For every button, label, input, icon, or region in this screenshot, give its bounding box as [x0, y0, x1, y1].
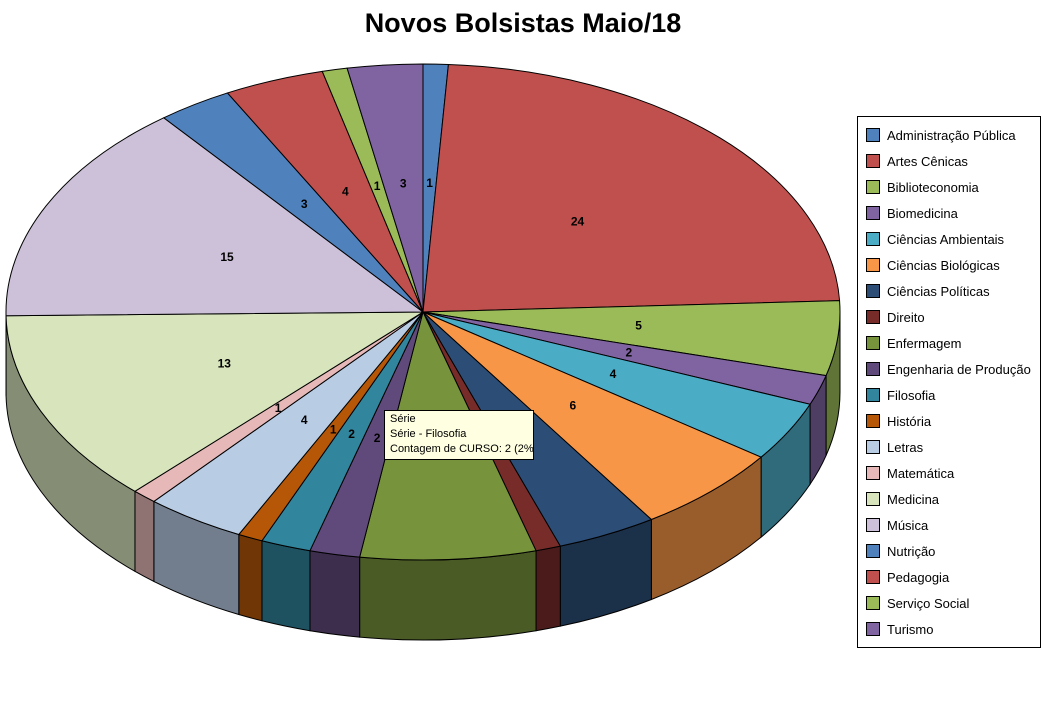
slice-label-musica: 15	[220, 250, 234, 264]
slice-label-ciencias-biologicas: 6	[569, 398, 576, 412]
pie-slice-ciencias-biologicas[interactable]	[422, 311, 763, 521]
slice-label-ciencias-ambientais: 4	[610, 367, 617, 381]
legend-label: História	[887, 413, 932, 429]
legend-item-biblioteconomia[interactable]: Biblioteconomia	[866, 174, 1036, 200]
slice-label-matematica: 1	[275, 401, 282, 415]
pie-slice-artes-cenicas[interactable]	[422, 63, 841, 313]
legend-item-letras[interactable]: Letras	[866, 434, 1036, 460]
legend-label: Biblioteconomia	[887, 179, 979, 195]
legend-swatch-icon	[866, 310, 880, 324]
slice-label-biblioteconomia: 5	[635, 319, 642, 333]
legend-swatch-icon	[866, 284, 880, 298]
legend-label: Direito	[887, 309, 925, 325]
legend-label: Biomedicina	[887, 205, 958, 221]
legend-swatch-icon	[866, 336, 880, 350]
legend: Administração Pública Artes Cênicas Biblio…	[857, 116, 1041, 648]
legend-item-turismo[interactable]: Turismo	[866, 616, 1036, 642]
tooltip: Série Série - Filosofia Contagem de CURS…	[384, 410, 534, 460]
legend-swatch-icon	[866, 622, 880, 636]
legend-label: Ciências Ambientais	[887, 231, 1005, 247]
legend-item-engenharia-de-producao[interactable]: Engenharia de Produção	[866, 356, 1036, 382]
slice-label-letras: 4	[301, 413, 308, 427]
pie-slice-wall-direito	[535, 545, 561, 632]
legend-swatch-icon	[866, 518, 880, 532]
pie-slice-wall-filosofia	[261, 540, 311, 632]
pie-slice-musica[interactable]	[5, 117, 425, 317]
legend-label: Matemática	[887, 465, 955, 481]
slice-label-artes-cenicas: 24	[571, 215, 585, 229]
pie-slice-wall-enfermagem	[359, 550, 537, 641]
legend-label: Pedagogia	[887, 569, 950, 585]
legend-item-administracao-publica[interactable]: Administração Pública	[866, 122, 1036, 148]
slice-label-filosofia: 2	[348, 427, 355, 441]
legend-item-musica[interactable]: Música	[866, 512, 1036, 538]
pie-slice-wall-historia	[238, 533, 263, 622]
legend-item-ciencias-politicas[interactable]: Ciências Políticas	[866, 278, 1036, 304]
tooltip-value-line: Contagem de CURSO: 2 (2%)	[390, 443, 534, 455]
legend-label: Ciências Biológicas	[887, 257, 1000, 273]
legend-swatch-icon	[866, 492, 880, 506]
legend-label: Filosofia	[887, 387, 936, 403]
legend-label: Enfermagem	[887, 335, 962, 351]
legend-item-medicina[interactable]: Medicina	[866, 486, 1036, 512]
legend-label: Medicina	[887, 491, 940, 507]
legend-swatch-icon	[866, 206, 880, 220]
pie-slice-wall-engenharia-de-producao	[309, 550, 361, 638]
legend-swatch-icon	[866, 570, 880, 584]
legend-label: Artes Cênicas	[887, 153, 968, 169]
pie-slice-turismo[interactable]	[346, 63, 424, 313]
pie-slice-wall-matematica	[134, 490, 155, 583]
legend-label: Letras	[887, 439, 924, 455]
slice-label-turismo: 3	[400, 177, 407, 191]
slice-label-biomedicina: 2	[625, 346, 632, 360]
legend-swatch-icon	[866, 232, 880, 246]
legend-item-ciencias-ambientais[interactable]: Ciências Ambientais	[866, 226, 1036, 252]
tooltip-series-line: Série	[390, 413, 416, 425]
legend-swatch-icon	[866, 258, 880, 272]
legend-label: Turismo	[887, 621, 934, 637]
legend-label: Serviço Social	[887, 595, 970, 611]
legend-swatch-icon	[866, 440, 880, 454]
legend-item-enfermagem[interactable]: Enfermagem	[866, 330, 1036, 356]
legend-swatch-icon	[866, 466, 880, 480]
pie-slice-medicina[interactable]	[5, 311, 425, 492]
legend-swatch-icon	[866, 180, 880, 194]
legend-item-ciencias-biologicas[interactable]: Ciências Biológicas	[866, 252, 1036, 278]
legend-swatch-icon	[866, 154, 880, 168]
legend-swatch-icon	[866, 362, 880, 376]
slice-label-pedagogia: 4	[342, 185, 349, 199]
chart-title: Novos Bolsistas Maio/18	[364, 8, 682, 38]
legend-item-nutricao[interactable]: Nutrição	[866, 538, 1036, 564]
tooltip-point-line: Série - Filosofia	[390, 428, 467, 440]
legend-item-artes-cenicas[interactable]: Artes Cênicas	[866, 148, 1036, 174]
legend-label: Música	[887, 517, 929, 533]
legend-swatch-icon	[866, 414, 880, 428]
slice-label-medicina: 13	[218, 357, 232, 371]
legend-item-servico-social[interactable]: Serviço Social	[866, 590, 1036, 616]
slice-label-historia: 1	[330, 422, 337, 436]
legend-item-biomedicina[interactable]: Biomedicina	[866, 200, 1036, 226]
legend-item-direito[interactable]: Direito	[866, 304, 1036, 330]
slice-label-nutricao: 3	[301, 197, 308, 211]
legend-item-matematica[interactable]: Matemática	[866, 460, 1036, 486]
legend-swatch-icon	[866, 388, 880, 402]
legend-label: Engenharia de Produção	[887, 361, 1031, 377]
slice-label-servico-social: 1	[374, 179, 381, 193]
legend-swatch-icon	[866, 128, 880, 142]
slice-label-administracao-publica: 1	[426, 176, 433, 190]
legend-label: Nutrição	[887, 543, 936, 559]
legend-item-historia[interactable]: História	[866, 408, 1036, 434]
legend-swatch-icon	[866, 544, 880, 558]
slice-label-engenharia-de-producao: 2	[374, 431, 381, 445]
legend-item-filosofia[interactable]: Filosofia	[866, 382, 1036, 408]
legend-swatch-icon	[866, 596, 880, 610]
legend-label: Administração Pública	[887, 127, 1016, 143]
legend-label: Ciências Políticas	[887, 283, 990, 299]
legend-item-pedagogia[interactable]: Pedagogia	[866, 564, 1036, 590]
